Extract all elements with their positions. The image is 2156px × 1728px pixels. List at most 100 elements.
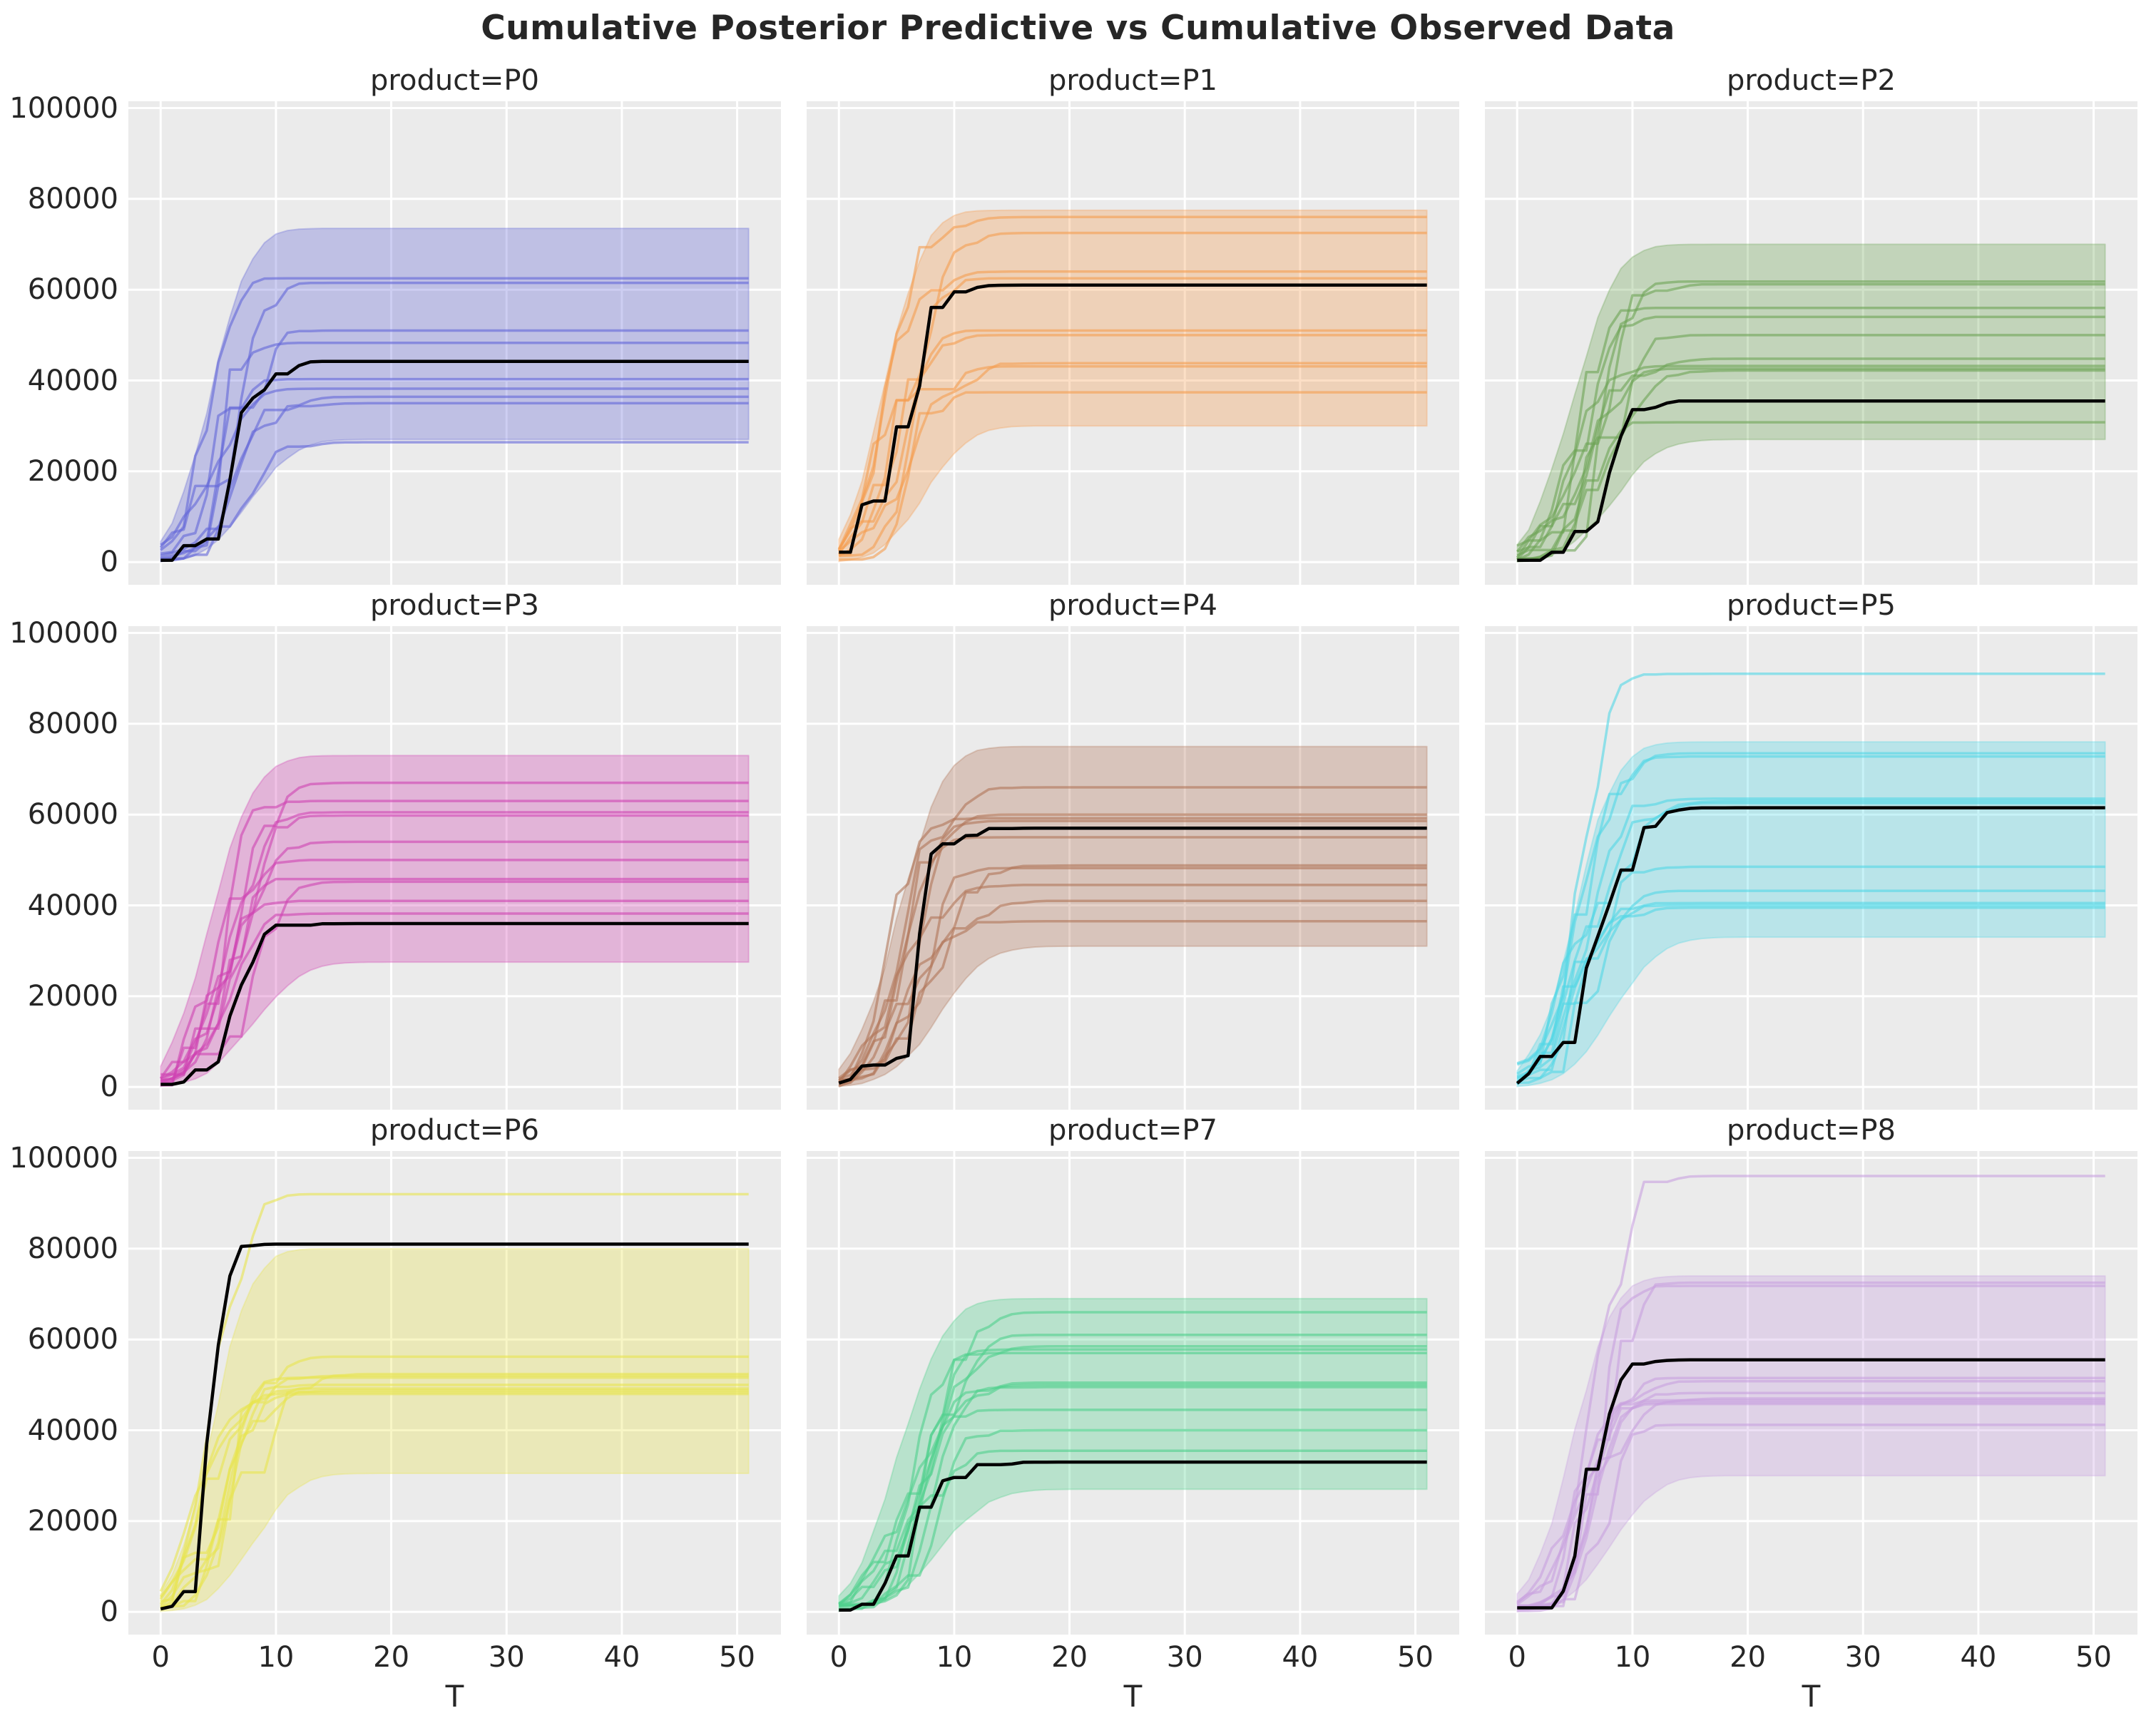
sample-trajectory xyxy=(160,811,749,1083)
sample-trajectory xyxy=(160,1384,749,1609)
credible-band xyxy=(838,1297,1428,1612)
subplot-title-P7: product=P7 xyxy=(1048,1114,1217,1147)
subplot-title-P8: product=P8 xyxy=(1727,1114,1896,1147)
sample-trajectory xyxy=(160,402,749,563)
sample-trajectory xyxy=(1516,367,2105,553)
sample-trajectory xyxy=(1516,799,2105,1085)
x-axis-label: T xyxy=(1123,1679,1143,1714)
sample-trajectory xyxy=(839,866,1427,1083)
sample-trajectory xyxy=(839,864,1427,1082)
subplot-title-P1: product=P1 xyxy=(1048,64,1217,97)
sample-trajectory xyxy=(839,391,1427,561)
sample-trajectory xyxy=(837,884,1427,1084)
y-tick-label: 20000 xyxy=(27,1504,118,1538)
y-tick-label: 20000 xyxy=(27,454,118,488)
sample-trajectory xyxy=(160,395,749,557)
sample-trajectory xyxy=(838,819,1427,1082)
sample-trajectory xyxy=(1516,901,2105,1078)
sample-trajectory xyxy=(1517,1376,2105,1607)
x-tick-label: 10 xyxy=(1614,1641,1651,1674)
sample-trajectory xyxy=(1517,1401,2105,1610)
observed-line xyxy=(1517,1358,2105,1610)
x-tick-label: 20 xyxy=(1051,1641,1088,1674)
y-tick-label: 100000 xyxy=(9,91,118,125)
y-tick-label: 60000 xyxy=(27,1323,118,1356)
sample-trajectory xyxy=(160,781,749,1082)
x-tick-label: 30 xyxy=(1166,1641,1203,1674)
sample-trajectory xyxy=(160,1372,749,1607)
y-tick-label: 80000 xyxy=(27,1232,118,1265)
credible-band xyxy=(1516,741,2106,1088)
sample-trajectory xyxy=(838,899,1427,1088)
observed-line xyxy=(160,921,749,1086)
plot-background xyxy=(807,101,1459,585)
plot-area-P7: T 0 10 20 30 40 50 xyxy=(807,1151,1459,1712)
plot-svg-P2 xyxy=(1485,101,2137,585)
sample-trajectory xyxy=(1517,1399,2105,1609)
plot-background xyxy=(1485,101,2137,585)
sample-trajectory xyxy=(1516,906,2105,1080)
y-tick-label: 20000 xyxy=(27,979,118,1013)
sample-trajectory xyxy=(160,1392,749,1602)
y-tick-label: 0 xyxy=(100,1595,118,1629)
sample-trajectory xyxy=(159,387,749,548)
sample-trajectory xyxy=(160,1192,749,1610)
sample-trajectory xyxy=(159,880,749,1080)
figure-title: Cumulative Posterior Predictive vs Cumul… xyxy=(481,9,1675,48)
plot-svg-P1 xyxy=(807,101,1459,585)
x-tick-label: 50 xyxy=(2075,1641,2112,1674)
sample-trajectory xyxy=(1517,1402,2105,1607)
sample-trajectory xyxy=(159,1355,749,1600)
plot-svg-P7 xyxy=(807,1151,1459,1635)
y-tick-label: 0 xyxy=(100,1070,118,1104)
subplot-title-P6: product=P6 xyxy=(370,1114,539,1147)
y-tick-label: 100000 xyxy=(9,1141,118,1175)
sample-trajectory xyxy=(1517,280,2105,561)
plot-svg-P6 xyxy=(128,1151,781,1635)
sample-trajectory xyxy=(160,877,749,1085)
observed-line xyxy=(1517,399,2105,562)
x-tick-label: 30 xyxy=(488,1641,525,1674)
subplot-title-P4: product=P4 xyxy=(1048,589,1217,622)
plot-svg-P0 xyxy=(128,101,781,585)
x-tick-label: 10 xyxy=(936,1641,973,1674)
subplot-title-P2: product=P2 xyxy=(1727,64,1896,97)
x-tick-label: 0 xyxy=(151,1641,170,1674)
sample-trajectory xyxy=(160,341,749,546)
plot-background xyxy=(807,1151,1459,1635)
sample-trajectory xyxy=(1516,1380,2105,1605)
plot-svg-P4 xyxy=(807,626,1459,1110)
sample-trajectory xyxy=(1516,1397,2105,1603)
observed-line xyxy=(1516,806,2105,1085)
sample-trajectory xyxy=(839,1409,1427,1610)
plot-area-P5 xyxy=(1485,626,2137,1110)
sample-trajectory xyxy=(839,1381,1427,1607)
sample-trajectory xyxy=(160,377,749,555)
sample-trajectory xyxy=(837,270,1427,550)
sample-trajectory xyxy=(838,836,1427,1080)
x-tick-label: 40 xyxy=(1282,1641,1319,1674)
x-tick-label: 40 xyxy=(603,1641,640,1674)
sample-trajectory xyxy=(838,786,1427,1080)
x-tick-label: 20 xyxy=(1730,1641,1767,1674)
sample-trajectory xyxy=(1516,315,2105,561)
y-tick-label: 40000 xyxy=(27,889,118,922)
sample-trajectory xyxy=(160,1376,749,1609)
credible-band xyxy=(160,755,750,1087)
sample-trajectory xyxy=(160,277,749,551)
sample-trajectory xyxy=(1517,904,2105,1085)
y-tick-label: 0 xyxy=(100,546,118,579)
credible-band xyxy=(160,1247,750,1612)
sample-trajectory xyxy=(1517,1284,2105,1609)
plot-svg-P5 xyxy=(1485,626,2137,1110)
y-tick-label: 80000 xyxy=(27,707,118,740)
sample-trajectory xyxy=(839,920,1427,1086)
sample-trajectory xyxy=(1516,306,2105,558)
x-axis-label: T xyxy=(1802,1679,1821,1714)
sample-trajectory xyxy=(160,799,749,1084)
sample-trajectory xyxy=(1516,1175,2105,1606)
x-axis-label: T xyxy=(445,1679,464,1714)
x-tick-label: 20 xyxy=(373,1641,410,1674)
sample-trajectory xyxy=(1517,1423,2105,1612)
sample-trajectory xyxy=(838,817,1427,1083)
